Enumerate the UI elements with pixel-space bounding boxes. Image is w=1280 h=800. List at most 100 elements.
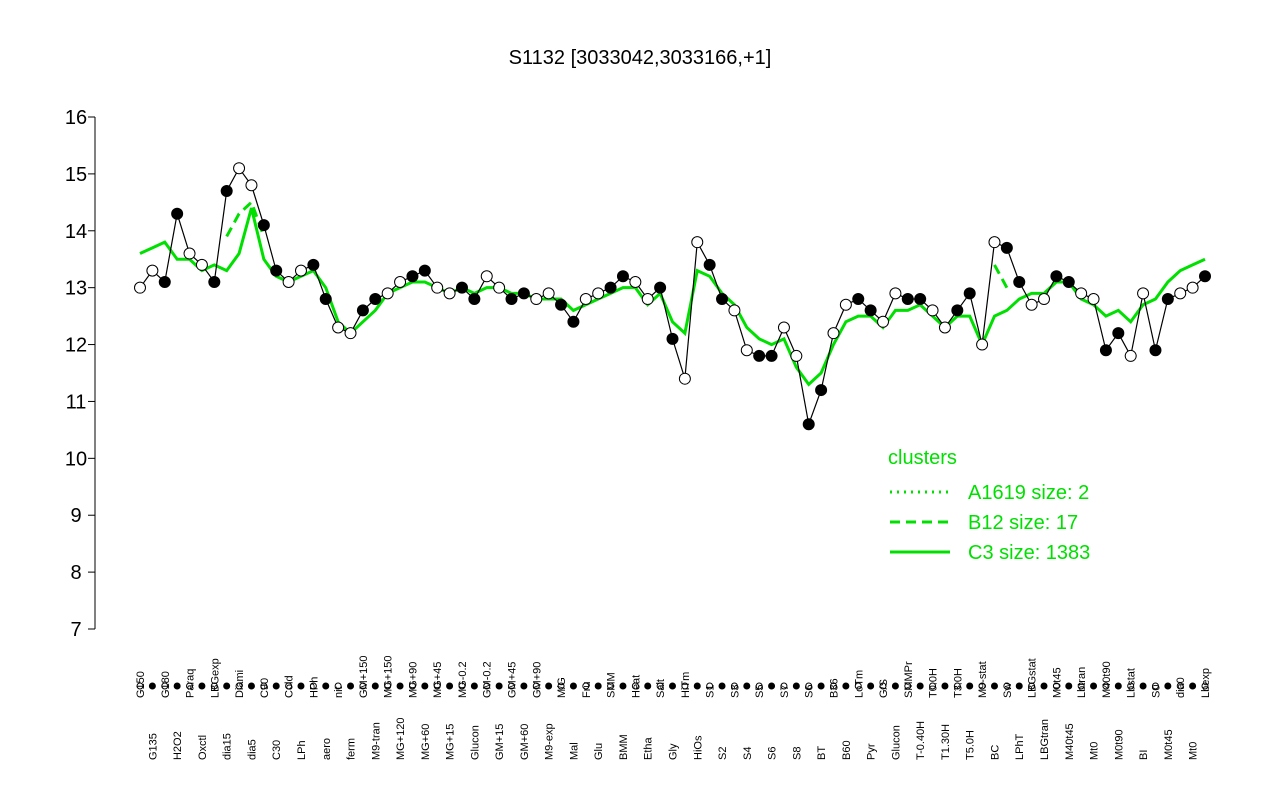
cluster-line [225,199,1009,289]
x-tick-label: aero [321,738,333,760]
probe-dot [644,682,652,690]
x-tick-label: GM+45 [507,662,519,698]
probe-dot [631,682,639,690]
x-tick-label: M0t45 [1163,729,1175,760]
x-tick-label: dia5 [246,739,258,760]
probe-point [146,264,159,277]
probe-point [406,270,419,283]
x-tick-label: S0 [1150,685,1162,698]
probe-dot [1164,682,1172,690]
probe-point [282,275,295,288]
probe-dot [520,682,528,690]
probe-dot [309,682,317,690]
probe-point [555,298,568,311]
x-tick-label: SMMPr [903,661,915,698]
probe-point [455,281,468,294]
probe-dot [743,682,751,690]
probe-point [740,344,753,357]
probe-point [666,332,679,345]
x-tick-label: Lbexp [1200,668,1212,698]
x-tick-label: M/G [556,677,568,698]
x-tick-label: dia15 [222,733,234,760]
probe-point [777,321,790,334]
probe-dot [706,682,714,690]
probe-dot [1102,682,1110,690]
probe-dot [297,682,305,690]
probe-point [517,287,530,300]
probe-dot [829,682,837,690]
chart-title: S1132 [3033042,3033166,+1] [509,47,772,69]
probe-point [1050,270,1063,283]
x-tick-label: M0t90 [1113,729,1125,760]
x-tick-label: GM+60 [519,724,531,760]
probe-point [158,275,171,288]
probe-dot [532,682,540,690]
probe-point [616,270,629,283]
probe-dot [867,682,875,690]
probe-dot [408,682,416,690]
x-tick-label: T0.0H [928,668,940,698]
probe-point [802,418,815,431]
x-tick-label: MG+60 [420,724,432,760]
y-tick-label: 15 [65,164,87,186]
x-tick-label: G135 [147,733,159,760]
probe-point [356,304,369,317]
probe-dot [508,682,516,690]
x-tick-label: Glucon [890,725,902,760]
probe-dot [557,682,565,690]
x-tick-label: nit [333,686,345,698]
probe-dot [656,682,664,690]
probe-point [183,247,196,260]
probe-dot [854,682,862,690]
probe-point [443,287,456,300]
y-tick-label: 12 [65,335,87,357]
probe-point [1062,275,1075,288]
x-tick-label: S8 [791,747,803,760]
x-tick-label: Pyr [866,743,878,760]
x-tick-label: M9-tran [370,722,382,760]
x-tick-label: Paraq [185,669,197,698]
probe-dot [953,682,961,690]
probe-dot [285,682,293,690]
probe-dot [371,682,379,690]
probe-dot [446,682,454,690]
probe-point [1124,349,1137,362]
probe-dot [780,682,788,690]
probe-dot [730,682,738,690]
x-tick-label: LPhT [1014,733,1026,760]
probe-point [542,287,555,300]
x-tick-label: S6 [767,747,779,760]
probe-dot [458,682,466,690]
probe-dot [1040,682,1048,690]
x-tick-label: BI [1138,750,1150,760]
x-tick-label: T1.30H [940,724,952,760]
probe-point [1137,287,1150,300]
probe-dot [148,682,156,690]
x-tick-label: G/S [878,679,890,698]
probe-dot [359,682,367,690]
probe-dot [1003,682,1011,690]
probe-dot [223,682,231,690]
x-tick-label: M0t45 [1051,667,1063,698]
probe-point [1025,298,1038,311]
x-tick-label: LBGstat [1027,658,1039,698]
x-tick-label: HiOs [692,735,704,760]
x-tick-label: Salt [655,679,667,698]
x-tick-label: M40t45 [1064,723,1076,760]
probe-point [468,293,481,306]
probe-point [592,287,605,300]
probe-point [171,207,184,220]
probe-dot [607,682,615,690]
x-tick-label: Lbstat [1126,668,1138,698]
probe-point [641,293,654,306]
probe-point [629,275,642,288]
probe-point [1186,281,1199,294]
probe-dot [582,682,590,690]
probe-point [1112,327,1125,340]
probe-point [233,162,246,175]
probe-dot [433,682,441,690]
y-tick-label: 10 [65,448,87,470]
x-tick-label: GM+90 [531,662,543,698]
x-tick-label: Diami [234,670,246,698]
probe-point [480,270,493,283]
